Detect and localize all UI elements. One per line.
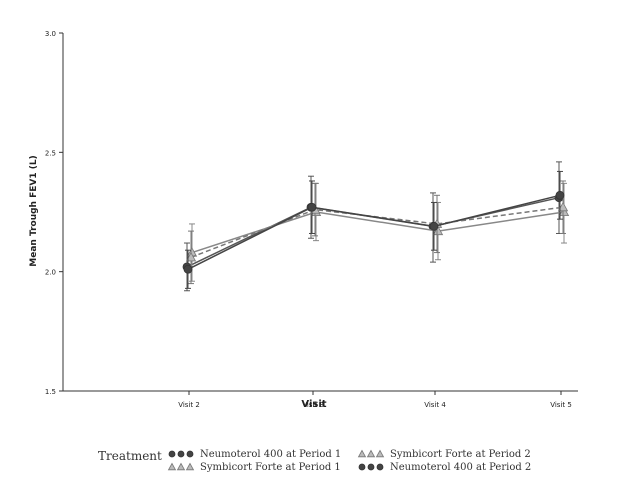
series-line (190, 206, 564, 259)
circle-marker (183, 264, 193, 274)
triangle-marker (167, 462, 177, 471)
legend-label: Neumoterol 400 at Period 1 (200, 449, 341, 460)
x-tick-label: Visit 2 (178, 401, 200, 409)
x-tick-label: Visit 4 (424, 401, 446, 409)
series-3 (185, 180, 569, 285)
legend: Neumoterol 400 at Period 1 Symbicort Fort… (167, 449, 531, 473)
legend-label: Symbicort Forte at Period 1 (200, 462, 341, 473)
triangle-marker (432, 225, 444, 236)
y-tick-label: 1.5 (45, 388, 56, 396)
triangle-marker (185, 252, 197, 262)
triangle-marker (185, 462, 195, 471)
x-tick-label: Visit 3 (302, 401, 324, 409)
triangle-marker (558, 206, 570, 217)
legend-label: Neumoterol 400 at Period 2 (390, 462, 531, 473)
legend-item: Neumoterol 400 at Period 2 (358, 462, 531, 473)
circle-marker (429, 221, 439, 231)
legend-title: Treatment (98, 449, 162, 463)
triangle-marker (357, 449, 367, 458)
series-2 (186, 182, 570, 282)
x-axis-label: Visit (301, 399, 326, 410)
triangle-marker (557, 201, 569, 212)
series-1 (182, 161, 564, 292)
legend-item: Neumoterol 400 at Period 1 (168, 449, 341, 460)
triangle-marker (375, 449, 385, 458)
series-line (191, 211, 565, 254)
legend-label: Symbicort Forte at Period 2 (390, 449, 531, 460)
series-4 (183, 170, 565, 289)
circle-marker (555, 190, 565, 200)
triangle-marker (176, 462, 186, 471)
y-tick-label: 3.0 (45, 30, 56, 38)
circle-marker (186, 450, 194, 458)
legend-item: Symbicort Forte at Period 1 (167, 462, 341, 473)
circle-marker (358, 463, 366, 471)
y-tick-label: 2.5 (45, 149, 56, 157)
circle-marker (168, 450, 176, 458)
legend-item: Symbicort Forte at Period 2 (357, 449, 531, 460)
y-tick-label: 2.0 (45, 269, 56, 277)
circle-marker (376, 463, 384, 471)
circle-marker (367, 463, 375, 471)
series-line (186, 196, 560, 268)
series-line (187, 194, 561, 270)
x-tick-label: Visit 5 (550, 401, 572, 409)
triangle-marker (366, 449, 376, 458)
y-axis-label: Mean Trough FEV1 (L) (29, 155, 39, 266)
circle-marker (307, 202, 317, 212)
circle-marker (177, 450, 185, 458)
